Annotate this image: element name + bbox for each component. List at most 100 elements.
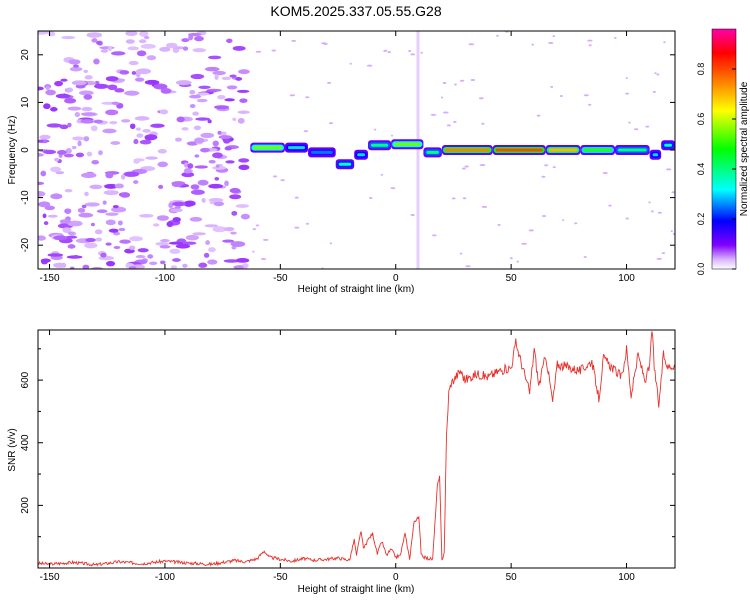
- spectrogram-ridge-core: [652, 153, 659, 157]
- snr-x-tick-label: 50: [506, 572, 518, 583]
- spectrogram-noise-blob: [93, 83, 109, 89]
- colorbar-tick-label: 0.8: [696, 63, 706, 76]
- spectrogram-noise-dot: [650, 210, 654, 213]
- spectrogram-noise-dot: [387, 51, 392, 54]
- spectrogram-noise-blob: [69, 66, 83, 72]
- spectrogram-noise-blob: [135, 255, 146, 259]
- spectrogram-noise-blob: [39, 134, 51, 140]
- spectrogram-noise-blob: [54, 80, 64, 87]
- spectrogram-noise-blob: [124, 90, 140, 96]
- spectrogram-noise-blob: [235, 76, 243, 81]
- spectrogram-noise-blob: [46, 123, 63, 128]
- spectrogram-noise-blob: [77, 207, 86, 213]
- spectrogram-noise-blob: [133, 159, 140, 164]
- spectrogram-noise-blob: [192, 111, 199, 116]
- spectrogram-noise-dot: [562, 219, 565, 222]
- spectrogram-ridge-core: [617, 148, 647, 152]
- spectrogram-noise-blob: [229, 74, 237, 78]
- spectrogram-noise-blob: [45, 89, 56, 96]
- spectrogram-noise-blob: [42, 213, 47, 219]
- spectrogram-noise-blob: [168, 241, 184, 245]
- spectrogram-noise-dot: [461, 167, 466, 170]
- spectrogram-noise-blob: [157, 161, 168, 168]
- spectrogram-noise-blob: [175, 137, 182, 142]
- spectrogram-noise-blob: [117, 220, 123, 226]
- spectrogram-noise-blob: [134, 116, 150, 121]
- spectrogram-noise-blob: [80, 112, 96, 116]
- spectrogram-noise-blob: [93, 119, 104, 124]
- spectrogram-noise-dot: [327, 81, 332, 84]
- spectrogram-noise-blob: [129, 236, 143, 242]
- spectrogram-x-tick-label: 0: [393, 273, 399, 284]
- spectrogram-noise-blob: [153, 223, 160, 227]
- spectrogram-noise-blob: [114, 183, 124, 189]
- spectrogram-noise-blob: [43, 221, 49, 226]
- spectrogram-noise-dot: [479, 164, 486, 167]
- spectrogram-noise-dot: [497, 223, 501, 226]
- colorbar-label: Normalized spectral amplitude: [739, 81, 750, 216]
- spectrogram-noise-dot: [432, 234, 437, 237]
- spectrogram-noise-blob: [207, 119, 212, 124]
- spectrogram-noise-blob: [196, 98, 208, 103]
- spectrogram-noise-blob: [169, 248, 181, 254]
- spectrogram-noise-blob: [217, 130, 222, 135]
- spectrogram-noise-blob: [42, 138, 48, 144]
- spectrogram-noise-dot: [656, 257, 663, 260]
- spectrogram-noise-dot: [602, 172, 608, 175]
- spectrogram-noise-dot: [671, 191, 675, 194]
- snr-panel: -150 -100 -50 0 50 100 200 400 600 Height of st…: [7, 329, 676, 595]
- spectrogram-noise-blob: [238, 158, 250, 163]
- spectrogram-noise-blob: [113, 245, 121, 249]
- spectrogram-noise-blob: [128, 265, 137, 269]
- spectrogram-noise-blob: [192, 232, 206, 236]
- spectrogram-noise-blob: [140, 43, 156, 49]
- spectrogram-noise-blob: [175, 243, 191, 249]
- spectrogram-noise-blob: [158, 184, 164, 190]
- spectrogram-noise-blob: [108, 228, 119, 233]
- spectrogram-noise-blob: [98, 150, 103, 156]
- spectrogram-noise-dot: [470, 78, 476, 81]
- spectrogram-ridge-core: [548, 148, 578, 152]
- spectrogram-noise-blob: [150, 123, 165, 128]
- spectrogram-noise-blob: [231, 246, 237, 250]
- spectrogram-noise-dot: [294, 226, 300, 229]
- spectrogram-noise-blob: [139, 31, 149, 37]
- spectrogram-noise-blob: [142, 129, 151, 133]
- spectrogram-noise-blob: [189, 94, 202, 99]
- spectrogram-noise-blob: [54, 157, 60, 162]
- spectrogram-noise-blob: [159, 46, 171, 52]
- spectrogram-noise-blob: [105, 219, 116, 226]
- spectrogram-noise-dot: [657, 211, 662, 214]
- spectrogram-y-ticks: -20 -10 0 10 20: [20, 49, 675, 252]
- spectrogram-noise-blob: [107, 84, 118, 91]
- spectrogram-noise-blob: [205, 240, 211, 246]
- spectrogram-noise-dot: [588, 103, 592, 106]
- spectrogram-noise-blob: [81, 106, 93, 112]
- spectrogram-noise-dot: [652, 90, 656, 93]
- spectrogram-noise-blob: [133, 138, 139, 145]
- spectrogram-noise-blob: [194, 137, 205, 144]
- spectrogram-noise-dot: [645, 125, 650, 128]
- spectrogram-noise-dot: [608, 204, 612, 207]
- spectrogram-noise-blob: [159, 245, 171, 249]
- spectrogram-noise-blob: [59, 219, 71, 224]
- spectrogram-noise-blob: [238, 164, 250, 171]
- spectrogram-noise-blob: [186, 141, 199, 146]
- snr-y-tick-label: 600: [20, 371, 31, 388]
- spectrogram-noise-blob: [120, 192, 131, 198]
- spectrogram-noise-blob: [38, 86, 44, 91]
- spectrogram-noise-blob: [157, 149, 167, 154]
- spectrogram-noise-blob: [149, 261, 158, 266]
- spectrogram-noise-dot: [541, 175, 546, 178]
- spectrogram-noise-blob: [83, 94, 93, 100]
- spectrogram-x-tick-label: -50: [273, 273, 288, 284]
- spectrogram-noise-blob: [132, 180, 139, 184]
- spectrogram-noise-blob: [77, 140, 82, 147]
- spectrogram-noise-blob: [38, 201, 51, 208]
- spectrogram-noise-dot: [536, 114, 541, 117]
- spectrogram-noise-blob: [155, 242, 170, 246]
- spectrogram-noise-blob: [53, 262, 67, 268]
- spectrogram-streak: [416, 31, 420, 269]
- spectrogram-noise-blob: [65, 148, 72, 154]
- spectrogram-noise-blob: [114, 88, 125, 93]
